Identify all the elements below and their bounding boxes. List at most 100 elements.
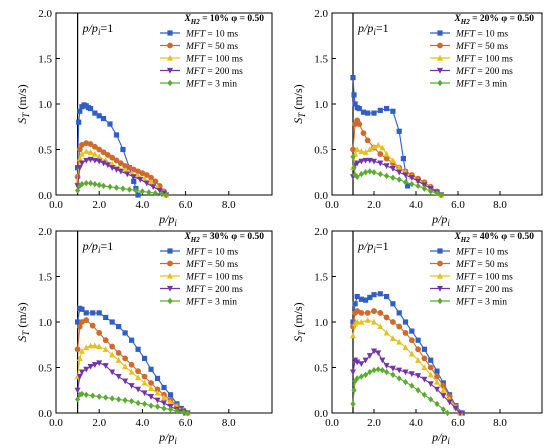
legend-heading: XH2 = 20% φ = 0.50 xyxy=(453,14,534,26)
data-point xyxy=(358,170,364,178)
plot-frame xyxy=(331,230,543,414)
legend-marker xyxy=(437,285,443,292)
data-point xyxy=(396,338,403,345)
legend-item: MFT = 100 ms xyxy=(160,55,243,65)
series-mft_200ms xyxy=(74,360,191,417)
data-point xyxy=(75,319,81,325)
data-point xyxy=(444,409,451,417)
legend-label: MFT = 10 ms xyxy=(185,30,238,40)
data-point xyxy=(76,165,83,171)
legend-item: MFT = 100 ms xyxy=(430,273,513,283)
y-tick-label: 0.5 xyxy=(314,145,328,157)
data-point xyxy=(154,389,161,396)
data-point xyxy=(152,178,159,185)
data-point xyxy=(350,146,356,153)
legend-label: MFT = 3 min xyxy=(455,80,507,90)
data-point xyxy=(161,394,167,401)
data-point xyxy=(128,368,135,375)
data-point xyxy=(115,374,122,380)
data-point xyxy=(389,335,396,341)
data-point xyxy=(143,172,150,178)
x-tick-label: 6.0 xyxy=(179,199,193,211)
data-point xyxy=(405,183,411,189)
x-tick-label: 6.0 xyxy=(451,199,465,211)
series-mft_3min xyxy=(75,179,169,199)
data-point xyxy=(116,323,122,330)
data-point xyxy=(351,164,357,171)
x-tick-label: 0.0 xyxy=(49,417,63,429)
data-point xyxy=(351,387,357,394)
data-point xyxy=(396,323,403,330)
data-point xyxy=(104,162,111,169)
data-point xyxy=(122,330,128,336)
chart-panel-bottom-right: 0.0 2.0 4.0 6.0 8.0 0.0 0.5 1.0 1.5 2.0 p/pi ST (m/… xyxy=(291,226,543,446)
data-point xyxy=(354,359,361,366)
data-point xyxy=(167,398,174,405)
data-point xyxy=(362,357,369,364)
data-point xyxy=(383,329,390,336)
data-point xyxy=(107,183,113,191)
data-point xyxy=(350,75,356,81)
legend-item: MFT = 200 ms xyxy=(160,285,243,295)
data-point xyxy=(356,105,362,112)
data-point xyxy=(371,110,377,116)
data-point xyxy=(389,157,396,164)
reference-annotation: p/pi=1 xyxy=(357,239,389,255)
data-point xyxy=(457,410,464,417)
data-point xyxy=(141,390,148,397)
data-point xyxy=(76,323,83,330)
x-tick-label: 2.0 xyxy=(92,417,106,429)
data-point xyxy=(377,291,383,297)
data-point xyxy=(366,146,373,153)
data-point xyxy=(146,189,152,196)
data-point xyxy=(180,408,187,416)
data-point xyxy=(117,160,124,167)
data-point xyxy=(148,380,154,386)
data-point xyxy=(154,375,161,382)
data-point xyxy=(363,169,369,176)
data-point xyxy=(141,400,148,408)
legend-label: MFT = 100 ms xyxy=(185,273,243,283)
data-point xyxy=(371,143,377,150)
data-point xyxy=(364,137,371,144)
data-point xyxy=(156,187,163,194)
legend-item: MFT = 3 min xyxy=(430,80,507,90)
data-point xyxy=(107,121,113,127)
data-point xyxy=(452,405,459,412)
x-tick-label: 8.0 xyxy=(493,417,507,429)
data-point xyxy=(128,361,135,368)
data-point xyxy=(109,165,116,171)
data-point xyxy=(390,301,396,307)
data-point xyxy=(87,342,94,349)
data-point xyxy=(364,316,371,323)
data-point xyxy=(383,150,390,157)
x-tick-label: 2.0 xyxy=(92,199,106,211)
legend-label: MFT = 10 ms xyxy=(185,248,238,258)
data-point xyxy=(83,310,89,316)
data-point xyxy=(109,369,116,376)
data-point xyxy=(384,105,390,112)
data-point xyxy=(377,107,383,113)
data-point xyxy=(90,392,96,399)
legend-marker xyxy=(167,30,173,36)
data-point xyxy=(102,363,109,369)
y-tick-label: 0.0 xyxy=(38,190,52,202)
y-tick-label: 0.5 xyxy=(314,363,328,375)
series-mft_100ms xyxy=(74,342,191,416)
data-point xyxy=(375,366,381,373)
data-point xyxy=(96,360,103,367)
x-tick-label: 8.0 xyxy=(222,199,236,211)
legend-marker xyxy=(437,297,443,305)
data-point xyxy=(148,179,155,185)
data-point xyxy=(78,369,85,376)
data-point xyxy=(75,165,81,171)
data-point xyxy=(83,344,90,351)
legend-label: MFT = 200 ms xyxy=(185,67,243,77)
data-point xyxy=(135,368,141,375)
y-tick-label: 1.0 xyxy=(38,99,52,111)
data-point xyxy=(135,399,141,407)
data-point xyxy=(421,185,427,192)
data-point xyxy=(415,337,421,343)
x-axis-label: p/pi xyxy=(431,430,450,446)
data-point xyxy=(148,174,154,181)
